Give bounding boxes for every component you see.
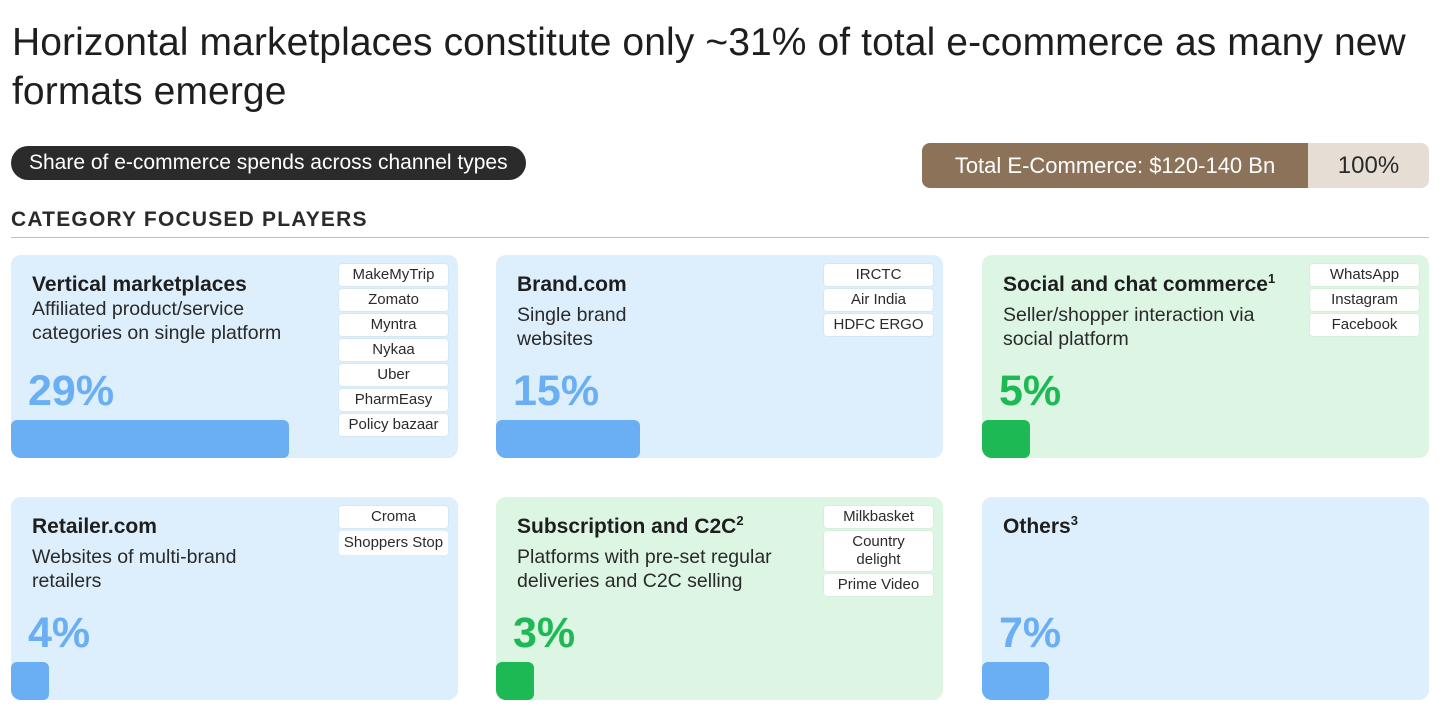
card-share-bar (11, 420, 289, 458)
card-percent-label: 5% (999, 367, 1062, 415)
section-divider (11, 237, 1429, 238)
channel-card-others: Others3 7% (982, 497, 1429, 700)
example-list: Milkbasket Country delight Prime Video (824, 506, 933, 596)
example-chip: Air India (824, 289, 933, 311)
card-description: Seller/shopper interaction via social pl… (1003, 304, 1255, 350)
example-chip: Policy bazaar (339, 414, 448, 436)
card-percent-label: 29% (28, 367, 115, 415)
example-chip: Shoppers Stop (339, 531, 448, 555)
card-title: Vertical marketplaces (32, 273, 247, 296)
card-share-bar (496, 420, 640, 458)
example-chip-wrap: Shoppers Stop (339, 531, 448, 555)
example-list: WhatsApp Instagram Facebook (1310, 264, 1419, 336)
channel-card-subscription-c2c: Subscription and C2C2 Platforms with pre… (496, 497, 943, 700)
total-ecommerce-label: Total E-Commerce: $120-140 Bn (922, 143, 1308, 188)
example-chip: Nykaa (339, 339, 448, 361)
page-title: Horizontal marketplaces constitute only … (12, 21, 1406, 113)
card-share-bar (11, 662, 49, 700)
example-chip: Myntra (339, 314, 448, 336)
card-description: Single brand websites (517, 304, 627, 350)
example-chip: HDFC ERGO (824, 314, 933, 336)
channel-card-social-chat-commerce: Social and chat commerce1 Seller/shopper… (982, 255, 1429, 458)
card-title: Brand.com (517, 273, 627, 296)
card-percent-label: 4% (28, 609, 91, 657)
chart-label-pill: Share of e-commerce spends across channe… (11, 146, 526, 180)
channel-card-brand-com: Brand.com Single brand websites 15% IRCT… (496, 255, 943, 458)
example-chip: Uber (339, 364, 448, 386)
total-ecommerce-percent: 100% (1308, 143, 1429, 188)
card-share-bar (982, 420, 1030, 458)
example-chip: MakeMyTrip (339, 264, 448, 286)
card-title: Retailer.com (32, 515, 157, 538)
channel-card-retailer-com: Retailer.com Websites of multi-brand ret… (11, 497, 458, 700)
card-title: Others3 (1003, 513, 1078, 538)
example-list: Croma Shoppers Stop (339, 506, 448, 555)
card-percent-label: 7% (999, 609, 1062, 657)
channel-card-vertical-marketplaces: Vertical marketplaces Affiliated product… (11, 255, 458, 458)
example-chip: Croma (339, 506, 448, 528)
card-title: Social and chat commerce1 (1003, 271, 1276, 296)
example-chip: Zomato (339, 289, 448, 311)
example-chip: Country delight (824, 531, 933, 571)
card-share-bar (496, 662, 534, 700)
example-list: MakeMyTrip Zomato Myntra Nykaa Uber Phar… (339, 264, 448, 436)
example-chip: Prime Video (824, 574, 933, 596)
example-chip: Facebook (1310, 314, 1419, 336)
card-description: Affiliated product/service categories on… (32, 298, 282, 344)
card-share-bar (982, 662, 1049, 700)
card-description: Websites of multi-brand retailers (32, 546, 237, 592)
card-percent-label: 15% (513, 367, 600, 415)
example-chip: PharmEasy (339, 389, 448, 411)
section-title: CATEGORY FOCUSED PLAYERS (11, 208, 368, 231)
example-chip: IRCTC (824, 264, 933, 286)
total-ecommerce-bar: Total E-Commerce: $120-140 Bn 100% (922, 143, 1429, 188)
example-list: IRCTC Air India HDFC ERGO (824, 264, 933, 336)
card-percent-label: 3% (513, 609, 576, 657)
example-chip: Instagram (1310, 289, 1419, 311)
example-chip: Milkbasket (824, 506, 933, 528)
example-chip: WhatsApp (1310, 264, 1419, 286)
card-title: Subscription and C2C2 (517, 513, 744, 538)
card-description: Platforms with pre-set regular deliverie… (517, 546, 772, 592)
